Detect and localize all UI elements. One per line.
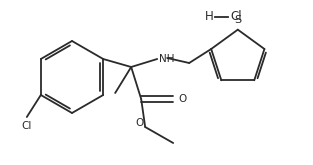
Text: O: O bbox=[178, 94, 187, 104]
Text: Cl: Cl bbox=[230, 11, 242, 23]
Text: O: O bbox=[135, 118, 143, 128]
Text: H: H bbox=[205, 11, 214, 23]
Text: Cl: Cl bbox=[22, 121, 32, 131]
Text: NH: NH bbox=[159, 54, 175, 64]
Text: S: S bbox=[234, 15, 241, 25]
